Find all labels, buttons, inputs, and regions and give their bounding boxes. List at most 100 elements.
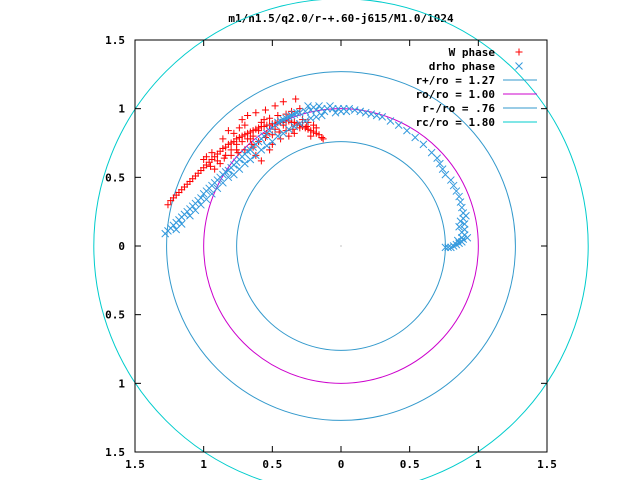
circle-rro: [166, 71, 516, 421]
w-phase-point: [244, 112, 252, 120]
drho-phase-point: [436, 159, 444, 168]
w-phase-point: [261, 106, 269, 114]
drho-phase-point: [456, 198, 465, 206]
drho-phase-point: [419, 140, 428, 149]
legend-label: r-/ro = .76: [422, 102, 495, 115]
w-phase-point: [318, 134, 326, 142]
drho-phase-point: [295, 119, 304, 128]
legend-marker: [515, 48, 523, 56]
w-phase-point: [230, 129, 238, 137]
drho-phase-point: [438, 165, 447, 173]
w-phase-point: [290, 129, 298, 137]
w-phase-point: [207, 162, 215, 170]
legend-label: r+/ro = 1.27: [416, 74, 495, 87]
circle-rcro: [93, 0, 589, 480]
w-phase-point: [227, 146, 235, 154]
w-phase-point: [266, 146, 274, 154]
circle-roro: [203, 108, 479, 384]
w-phase-point: [279, 98, 287, 106]
drho-phase-point: [342, 107, 351, 116]
legend-label: W phase: [449, 46, 496, 59]
w-phase-point: [307, 132, 315, 140]
w-phase-point: [319, 135, 327, 143]
drho-phase-point: [457, 233, 466, 242]
w-phase-point: [241, 146, 249, 154]
drho-phase-point: [224, 173, 233, 182]
drho-phase-point: [378, 113, 387, 121]
circles-layer: [93, 0, 589, 480]
w-phase-point: [211, 165, 219, 173]
w-phase-point: [271, 102, 279, 110]
w-phase-point: [216, 160, 224, 168]
drho-phase-point: [447, 243, 455, 252]
w-phase-point: [255, 127, 263, 135]
drho-phase-point: [312, 113, 321, 121]
w-phase-point: [249, 132, 257, 140]
drho-phase-point: [457, 203, 466, 212]
drho-phase-point: [453, 236, 462, 245]
w-phase-point: [241, 121, 249, 129]
drho-phase-point: [293, 108, 301, 117]
drho-phase-point: [309, 103, 318, 112]
drho-phase-point: [246, 155, 255, 164]
origin-point: [340, 245, 342, 247]
w-phase-point: [224, 127, 232, 135]
drho-phase-point: [177, 220, 186, 228]
x-tick-label: 1.5: [537, 458, 557, 471]
drho-phase-point: [449, 181, 458, 190]
drho-phase-point: [356, 107, 365, 116]
drho-phase-point: [290, 122, 299, 131]
w-phase-point: [271, 125, 279, 133]
circle-rro: [236, 141, 446, 351]
y-tick-label: 1: [118, 377, 125, 390]
drho-phase-point: [361, 108, 370, 117]
w-phase-point: [219, 135, 227, 143]
legend-label: drho phase: [429, 60, 496, 73]
chart-title: m1/n1.5/q2.0/r-+.60-j615/M1.0/1024: [228, 12, 454, 25]
drho-phase-point: [301, 117, 310, 125]
w-phase-point: [312, 124, 320, 132]
legend-label: ro/ro = 1.00: [416, 88, 495, 101]
drho-phase-point: [331, 108, 340, 117]
w-phase-point: [304, 118, 312, 126]
w-phase-point: [238, 138, 246, 146]
drho-phase-point: [317, 111, 326, 120]
drho-phase-point: [444, 243, 452, 252]
w-phase-point: [266, 114, 274, 122]
legend-marker: [515, 62, 523, 70]
w-phase-point: [289, 125, 297, 133]
drho-phase-point: [386, 117, 395, 125]
y-tick-label: 1.5: [105, 446, 125, 459]
x-tick-label: 0.5: [262, 458, 282, 471]
w-phase-point: [268, 131, 276, 139]
w-phase-point: [292, 95, 300, 103]
w-phase-point: [252, 109, 260, 117]
x-tick-label: 1: [200, 458, 207, 471]
drho-phase-point: [320, 107, 329, 116]
w-phase-point: [233, 140, 241, 148]
x-tick-label: 1: [475, 458, 482, 471]
legend-label: rc/ro = 1.80: [416, 116, 495, 129]
drho-phase-point: [452, 187, 461, 195]
w-phase-point: [238, 116, 246, 124]
w-phase-point: [303, 123, 311, 131]
w-phase-point: [296, 124, 304, 132]
drho-phase-point: [441, 243, 450, 252]
drho-phase-point: [279, 129, 288, 138]
x-tick-label: 0.5: [400, 458, 420, 471]
drho-phase-point: [411, 133, 420, 142]
w-phase-point: [164, 201, 172, 209]
w-phase-point: [202, 153, 210, 161]
drho-phase-point: [433, 154, 441, 162]
y-tick-label: 0.5: [105, 171, 125, 184]
w-phase-point: [299, 116, 307, 124]
y-tick-label: 1.5: [105, 34, 125, 47]
x-tick-label: 1.5: [125, 458, 145, 471]
drho-phase-point: [284, 125, 293, 134]
drho-phase-point: [457, 228, 466, 237]
y-tick-label: 0.5: [105, 309, 125, 322]
drho-phase-point: [460, 220, 469, 228]
drho-phase-point: [197, 194, 205, 202]
